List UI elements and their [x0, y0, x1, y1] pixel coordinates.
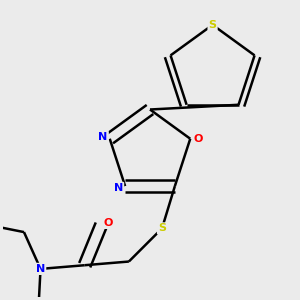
Text: S: S — [158, 224, 166, 233]
Text: N: N — [98, 132, 108, 142]
Text: N: N — [36, 264, 45, 274]
Text: N: N — [114, 183, 123, 193]
Text: O: O — [104, 218, 113, 228]
Text: S: S — [208, 20, 217, 30]
Text: O: O — [194, 134, 203, 144]
